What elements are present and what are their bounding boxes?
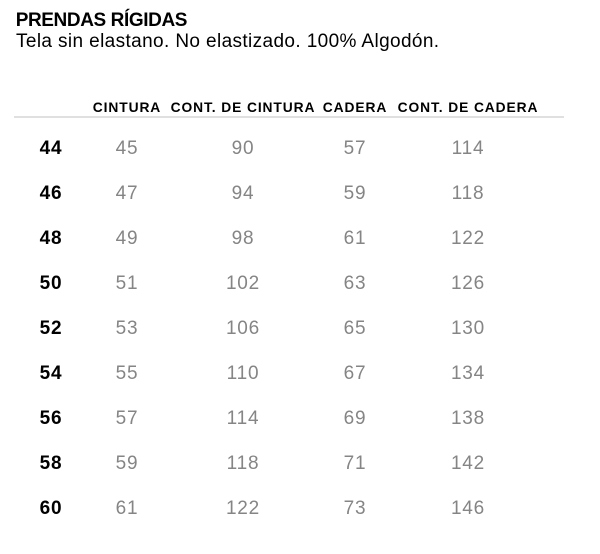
cont-de-cadera-value: 134 — [450, 362, 486, 384]
cadera-value: 69 — [343, 407, 367, 429]
cont-de-cadera-value: 130 — [450, 317, 486, 339]
cont-de-cadera-value: 146 — [450, 497, 486, 519]
column-header-cintura: CINTURA — [92, 99, 162, 115]
cadera-value: 61 — [343, 227, 367, 249]
table-row: 50 51 102 63 126 — [14, 261, 564, 306]
cadera-value: 71 — [343, 452, 367, 474]
page-title: PRENDAS RÍGIDAS — [15, 9, 188, 31]
cintura-value: 47 — [115, 182, 139, 204]
size-label: 52 — [39, 317, 63, 339]
size-label: 58 — [39, 452, 63, 474]
column-header-cont-de-cadera: CONT. DE CADERA — [397, 99, 539, 115]
table-row: 46 47 94 59 118 — [14, 171, 564, 216]
cont-de-cintura-value: 118 — [226, 452, 260, 474]
cintura-value: 49 — [115, 227, 139, 249]
size-table-header-row: CINTURA CONT. DE CINTURA CADERA CONT. DE… — [14, 99, 564, 119]
size-label: 46 — [39, 182, 63, 204]
size-label: 44 — [39, 137, 63, 159]
cintura-value: 53 — [115, 317, 139, 339]
cadera-value: 65 — [343, 317, 367, 339]
cintura-value: 59 — [115, 452, 139, 474]
cont-de-cadera-value: 114 — [451, 137, 485, 159]
cintura-value: 51 — [115, 272, 139, 294]
cadera-value: 59 — [343, 182, 367, 204]
cont-de-cadera-value: 126 — [450, 272, 486, 294]
cont-de-cadera-value: 142 — [450, 452, 486, 474]
table-row: 48 49 98 61 122 — [14, 216, 564, 261]
page-subtitle: Tela sin elastano. No elastizado. 100% A… — [16, 30, 440, 52]
cadera-value: 67 — [343, 362, 367, 384]
cont-de-cintura-value: 122 — [225, 497, 261, 519]
table-row: 60 61 122 73 146 — [14, 486, 564, 531]
cont-de-cadera-value: 118 — [451, 182, 485, 204]
cintura-value: 61 — [115, 497, 139, 519]
cont-de-cintura-value: 102 — [225, 272, 261, 294]
cintura-value: 57 — [115, 407, 139, 429]
size-table: CINTURA CONT. DE CINTURA CADERA CONT. DE… — [14, 99, 564, 532]
table-row: 52 53 106 65 130 — [14, 306, 564, 351]
size-label: 54 — [39, 362, 63, 384]
size-label: 56 — [39, 407, 63, 429]
table-row: 58 59 118 71 142 — [14, 441, 564, 486]
size-label: 60 — [39, 497, 63, 519]
table-row: 54 55 110 67 134 — [14, 351, 564, 396]
column-header-cadera: CADERA — [322, 99, 388, 115]
cintura-value: 55 — [115, 362, 139, 384]
cont-de-cadera-value: 122 — [450, 227, 486, 249]
cadera-value: 73 — [343, 497, 367, 519]
cintura-value: 45 — [115, 137, 139, 159]
cont-de-cintura-value: 98 — [231, 227, 255, 249]
cadera-value: 63 — [343, 272, 367, 294]
cont-de-cintura-value: 110 — [226, 362, 260, 384]
table-row: 44 45 90 57 114 — [14, 126, 564, 171]
size-label: 50 — [39, 272, 63, 294]
cont-de-cintura-value: 90 — [231, 137, 255, 159]
size-label: 48 — [39, 227, 63, 249]
table-row: 56 57 114 69 138 — [14, 396, 564, 441]
cont-de-cintura-value: 106 — [225, 317, 261, 339]
column-header-cont-de-cintura: CONT. DE CINTURA — [170, 99, 316, 115]
cadera-value: 57 — [343, 137, 367, 159]
cont-de-cintura-value: 94 — [231, 182, 255, 204]
cont-de-cadera-value: 138 — [450, 407, 486, 429]
cont-de-cintura-value: 114 — [226, 407, 260, 429]
